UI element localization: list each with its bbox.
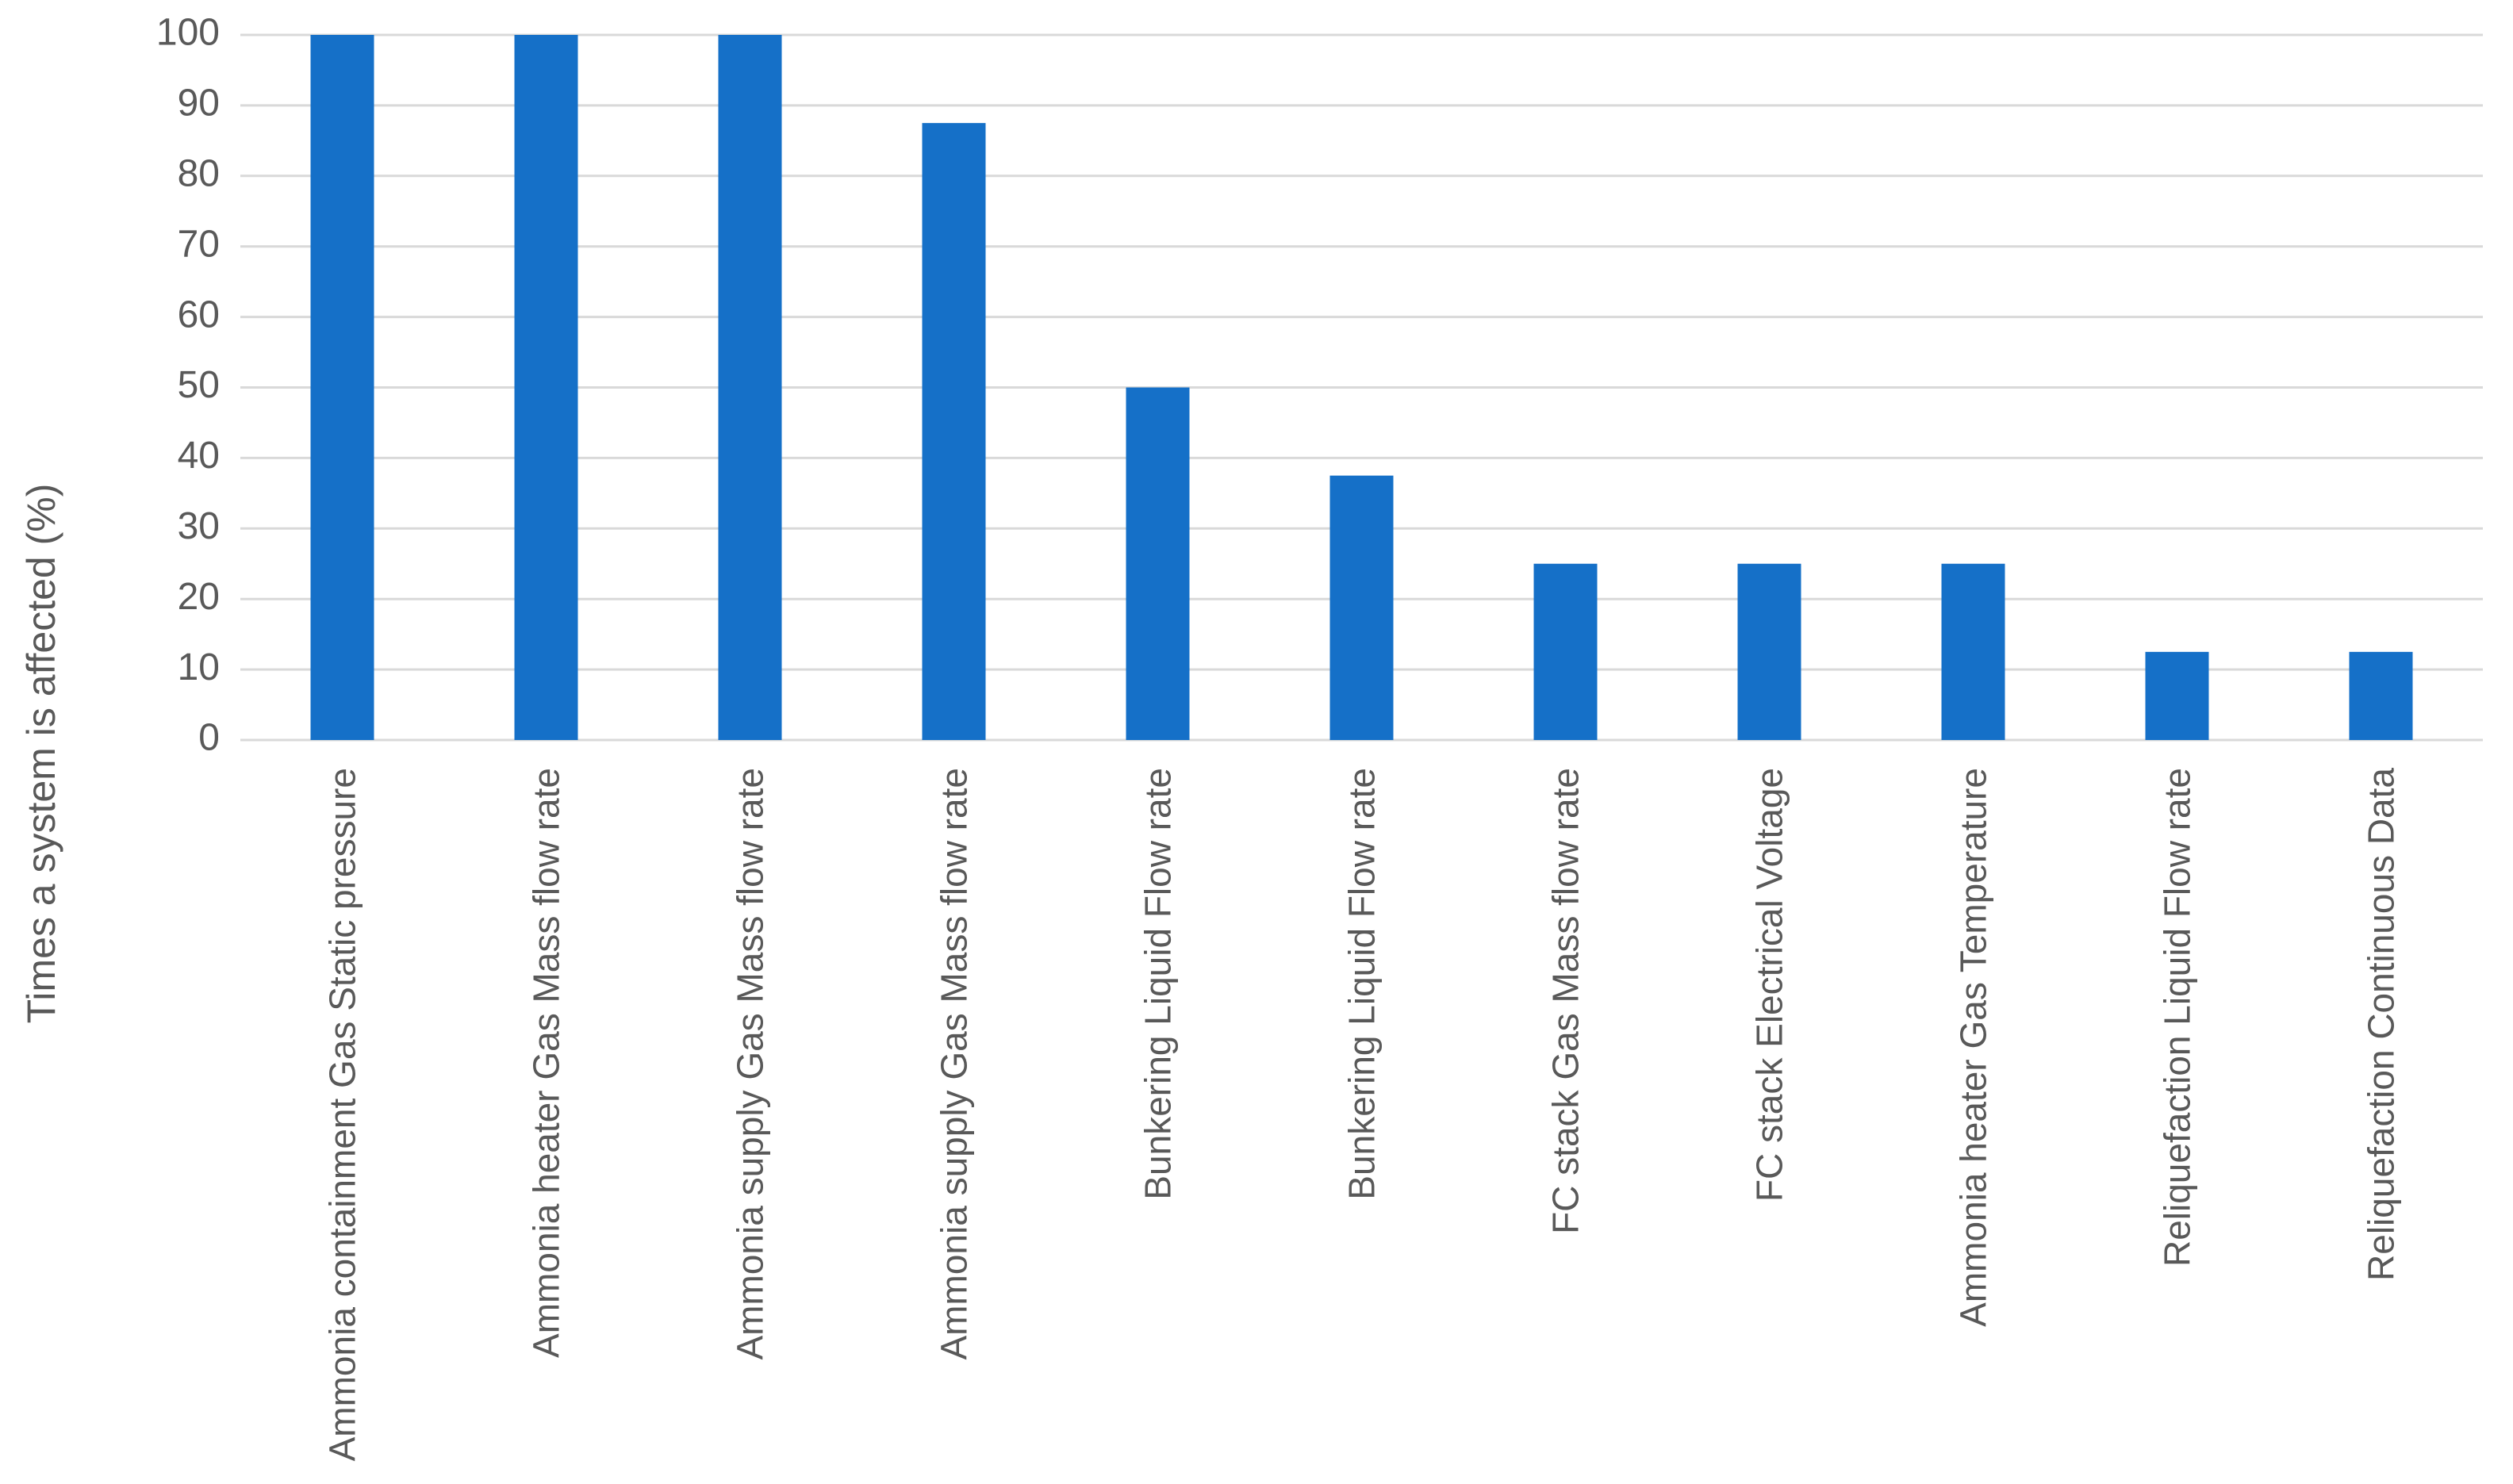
x-tick-label: Ammonia supply Gas Mass flow rate: [933, 768, 975, 1360]
y-tick-label: 60: [178, 293, 220, 336]
y-axis-title: Times a system is affected (%): [19, 484, 63, 1024]
x-tick-label: Ammonia supply Gas Mass flow rate: [729, 768, 771, 1360]
y-tick-label: 50: [178, 364, 220, 406]
y-tick-label: 0: [198, 717, 220, 759]
y-tick-label: 40: [178, 435, 220, 477]
bar: [1941, 563, 2005, 740]
x-tick-label: Ammonia heater Gas Mass flow rate: [525, 768, 567, 1358]
bar: [1126, 387, 1190, 740]
x-tick-label: FC stack Gas Mass flow rate: [1544, 768, 1586, 1234]
y-tick-label: 20: [178, 576, 220, 618]
x-tick-label: FC stack Electrical Voltage: [1748, 768, 1790, 1202]
y-tick-label: 80: [178, 152, 220, 194]
y-tick-label: 30: [178, 505, 220, 547]
bar: [922, 123, 986, 740]
x-tick-label: Reliquefaction Continuous Data: [2360, 768, 2402, 1281]
y-tick-label: 90: [178, 82, 220, 125]
bar: [718, 35, 782, 740]
x-tick-label: Reliquefaction Liquid Flow rate: [2156, 768, 2198, 1267]
bar: [2145, 651, 2209, 740]
bar: [310, 35, 374, 740]
bar: [1329, 475, 1394, 740]
x-tick-label: Ammonia containment Gas Static pressure: [321, 768, 363, 1462]
y-tick-label: 10: [178, 646, 220, 688]
x-tick-label: Bunkering Liquid Flow rate: [1341, 768, 1383, 1200]
bar: [1737, 563, 1801, 740]
x-tick-label: Bunkering Liquid Flow rate: [1137, 768, 1179, 1200]
bar: [2349, 651, 2413, 740]
bar: [514, 35, 578, 740]
y-tick-label: 100: [156, 12, 220, 54]
y-tick-label: 70: [178, 223, 220, 265]
x-tick-label: Ammonia heater Gas Temperature: [1952, 768, 1994, 1327]
bar: [1533, 563, 1598, 740]
